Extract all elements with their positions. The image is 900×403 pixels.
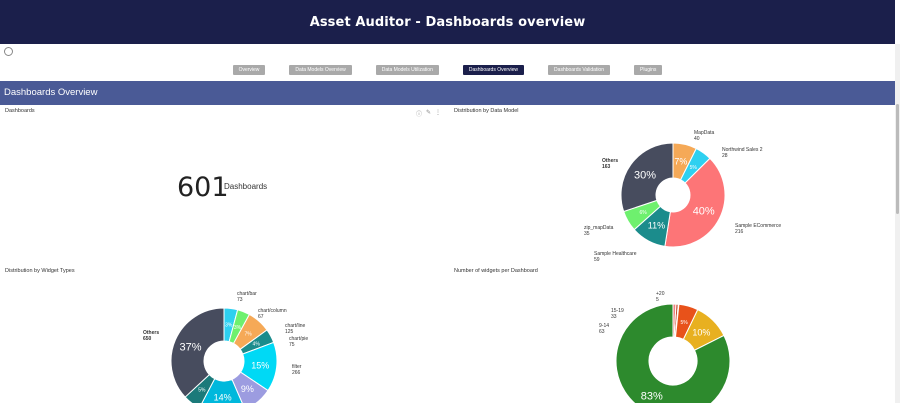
tab-data-models-overview[interactable]: Data Models Overview xyxy=(289,65,352,75)
tab-dashboards-overview[interactable]: Dashboards Overview xyxy=(462,65,525,75)
tab-dashboards-validation[interactable]: Dashboards Validation xyxy=(548,65,610,75)
slice-2-6 xyxy=(615,303,731,403)
slice-label-1-8: Others xyxy=(143,330,159,336)
slice-value-2-5: 63 xyxy=(599,329,605,335)
slice-label-1-3: chart/pie xyxy=(289,336,308,342)
scrollbar-thumb[interactable] xyxy=(896,104,899,214)
slice-pct-0-0: 7% xyxy=(674,157,687,167)
slice-value-0-5: 163 xyxy=(602,164,611,170)
slice-label-0-2: Sample ECommerce xyxy=(735,223,781,229)
widgets-per-dashboard-panel-title: Number of widgets per Dashboard xyxy=(454,268,538,274)
slice-value-2-4: 33 xyxy=(611,314,617,320)
slice-1-8 xyxy=(170,307,225,398)
section-title: Dashboards Overview xyxy=(4,87,98,98)
slice-label-1-2: chart/line xyxy=(285,323,306,329)
slice-label-2-0: +20 xyxy=(656,291,665,297)
slice-label-2-4: 15-19 xyxy=(611,308,624,314)
slice-pct-1-0: 3% xyxy=(225,323,233,329)
app-header: Asset Auditor - Dashboards overview xyxy=(0,0,895,44)
slice-pct-1-1: 3% xyxy=(234,325,242,331)
slice-pct-1-3: 4% xyxy=(253,342,261,348)
tab-data-models-utilization[interactable]: Data Models Utilization xyxy=(375,65,439,75)
slice-value-0-0: 40 xyxy=(694,136,700,142)
slice-0-2 xyxy=(664,157,726,248)
section-header: Dashboards Overview xyxy=(0,81,895,105)
panel-toolbar: ⓘ ✎ ⋮ xyxy=(416,109,441,118)
slice-pct-0-2: 40% xyxy=(693,206,715,218)
tab-plugins[interactable]: Plugins xyxy=(634,65,663,75)
slice-label-0-5: Others xyxy=(602,158,618,164)
slice-label-1-1: chart/column xyxy=(258,308,287,314)
tab-bar: Overview Data Models Overview Data Model… xyxy=(0,65,895,75)
slice-pct-1-2: 7% xyxy=(245,331,253,337)
slice-value-1-1: 67 xyxy=(258,314,264,320)
slice-value-1-0: 73 xyxy=(237,297,243,303)
slice-value-0-3: 59 xyxy=(594,257,600,263)
dashboards-count: 601 xyxy=(177,172,229,203)
slice-pct-0-5: 30% xyxy=(634,170,656,182)
page-scrollbar[interactable] xyxy=(895,44,900,403)
slice-pct-1-8: 37% xyxy=(180,341,202,353)
slice-value-1-4: 266 xyxy=(292,370,301,376)
slice-pct-0-4: 6% xyxy=(640,210,648,216)
slice-label-1-0: chart/bar xyxy=(237,291,257,297)
slice-label-0-4: zip_mapData xyxy=(584,225,614,231)
slice-value-0-4: 35 xyxy=(584,231,590,237)
slice-pct-1-6: 14% xyxy=(214,393,232,403)
slice-label-0-0: MapData xyxy=(694,130,715,136)
slice-pct-1-5: 9% xyxy=(241,384,254,394)
slice-label-2-5: 9-14 xyxy=(599,323,609,329)
info-icon[interactable]: ⓘ xyxy=(416,112,423,118)
slice-pct-1-7: 5% xyxy=(198,388,206,394)
slice-value-2-0: 5 xyxy=(656,297,659,303)
slice-label-0-1: Northwind Sales 2 xyxy=(722,147,763,153)
data-model-panel-title: Distribution by Data Model xyxy=(454,108,519,114)
slice-value-1-2: 125 xyxy=(285,329,294,335)
slice-pct-2-6: 83% xyxy=(641,390,663,402)
slice-pct-2-4: 5% xyxy=(680,320,688,326)
slice-pct-0-1: 5% xyxy=(690,165,698,171)
tab-overview[interactable]: Overview xyxy=(232,65,266,75)
more-icon[interactable]: ⋮ xyxy=(435,110,442,116)
slice-pct-1-4: 15% xyxy=(251,360,269,370)
slice-pct-2-5: 10% xyxy=(692,327,710,337)
slice-label-0-3: Sample Healthcare xyxy=(594,251,637,257)
dashboards-panel-title: Dashboards xyxy=(5,108,35,114)
slice-0-5 xyxy=(620,142,674,213)
settings-icon[interactable] xyxy=(4,47,13,56)
dashboards-count-unit: Dashboards xyxy=(224,182,268,191)
slice-value-0-1: 28 xyxy=(722,153,728,159)
slice-value-0-2: 216 xyxy=(735,229,744,235)
slice-pct-0-3: 11% xyxy=(648,220,665,230)
widget-types-panel-title: Distribution by Widget Types xyxy=(5,268,75,274)
slice-value-1-3: 75 xyxy=(289,342,295,348)
slice-label-1-4: filter xyxy=(292,364,302,370)
slice-value-1-8: 650 xyxy=(143,336,152,342)
app-title: Asset Auditor - Dashboards overview xyxy=(309,14,586,30)
edit-icon[interactable]: ✎ xyxy=(426,110,432,116)
